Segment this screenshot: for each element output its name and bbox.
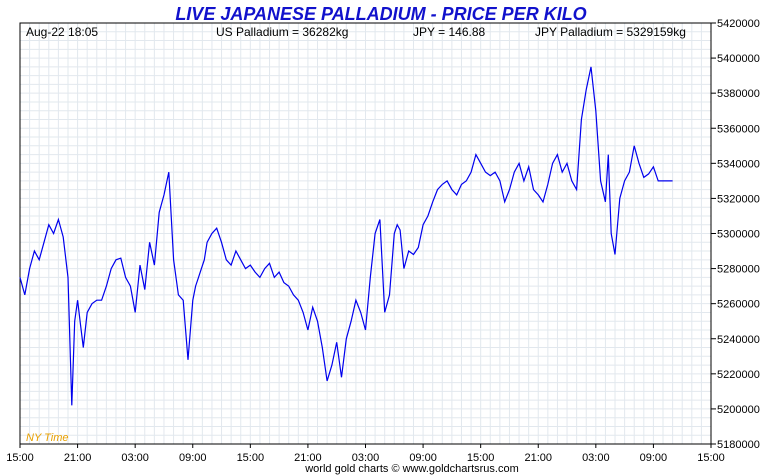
y-tick-label: 5320000 [717, 193, 760, 205]
y-tick-label: 5180000 [717, 439, 760, 451]
footer-credit: world gold charts © www.goldchartsrus.co… [304, 463, 519, 475]
x-tick-label: 21:00 [524, 452, 552, 464]
x-tick-label: 03:00 [582, 452, 610, 464]
x-tick-label: 09:00 [179, 452, 207, 464]
x-tick-label: 09:00 [640, 452, 668, 464]
x-tick-label: 15:00 [237, 452, 265, 464]
fx-rate-label: JPY = 146.88 [413, 25, 485, 39]
y-tick-label: 5360000 [717, 123, 760, 135]
x-tick-label: 15:00 [697, 452, 725, 464]
y-tick-label: 5380000 [717, 88, 760, 100]
jpy-price-label: JPY Palladium = 5329159kg [535, 25, 686, 39]
y-tick-label: 5260000 [717, 299, 760, 311]
time-zone-label: NY Time [26, 432, 69, 444]
y-tick-label: 5400000 [717, 53, 760, 65]
x-axis-ticks: 15:00 21:00 03:00 09:00 15:00 21:00 03:00 09:00… [6, 444, 725, 464]
x-tick-label: 15:00 [6, 452, 34, 464]
chart-grid [19, 22, 712, 445]
x-tick-label: 03:00 [352, 452, 380, 464]
y-tick-label: 5420000 [717, 18, 760, 30]
date-time-label: Aug-22 18:05 [26, 25, 98, 39]
y-tick-label: 5220000 [717, 369, 760, 381]
price-series-line [19, 66, 673, 406]
x-tick-label: 03:00 [121, 452, 149, 464]
y-tick-label: 5300000 [717, 229, 760, 241]
y-tick-label: 5240000 [717, 334, 760, 346]
x-tick-label: 09:00 [409, 452, 437, 464]
y-tick-label: 5200000 [717, 404, 760, 416]
y-tick-label: 5340000 [717, 158, 760, 170]
x-tick-label: 15:00 [467, 452, 495, 464]
chart-title: LIVE JAPANESE PALLADIUM - PRICE PER KILO [175, 4, 586, 24]
y-axis-ticks: 5180000 5200000 5220000 5240000 5260000 52800… [711, 18, 760, 451]
x-tick-label: 21:00 [294, 452, 322, 464]
y-tick-label: 5280000 [717, 264, 760, 276]
us-price-label: US Palladium = 36282kg [216, 25, 348, 39]
x-tick-label: 21:00 [64, 452, 92, 464]
